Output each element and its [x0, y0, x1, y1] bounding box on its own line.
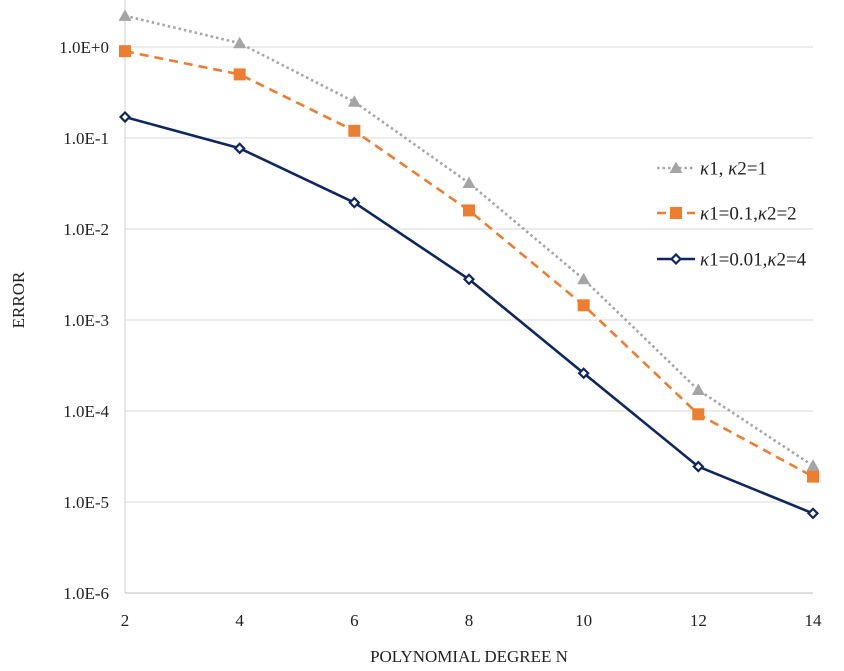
x-tick-labels: 2 4 6 8 10 12 14: [121, 611, 822, 630]
legend-marker: [669, 161, 683, 173]
legend-label: κ1=0.1,κ2=2: [700, 204, 797, 225]
x-tick-label: 12: [690, 611, 707, 630]
legend-label: κ1, κ2=1: [700, 159, 767, 180]
data-point: [806, 459, 820, 471]
x-tick-label: 10: [575, 611, 592, 630]
x-tick-label: 4: [235, 611, 244, 630]
data-point: [348, 196, 361, 209]
y-tick-label: 1.0E-4: [63, 402, 109, 421]
data-point: [692, 408, 705, 421]
x-axis-title: POLYNOMIAL DEGREE N: [370, 647, 568, 666]
series-1: [118, 9, 820, 471]
data-point: [118, 110, 132, 124]
legend-marker: [670, 207, 682, 219]
legend-item: κ1=0.01,κ2=4: [657, 250, 807, 271]
y-tick-labels: 1.0E-6 1.0E-5 1.0E-4 1.0E-3 1.0E-2 1.0E-1 1.0E…: [59, 38, 109, 603]
x-tick-label: 6: [350, 611, 359, 630]
data-point: [462, 273, 476, 286]
y-tick-label: 1.0E-3: [63, 311, 109, 330]
data-point: [348, 124, 361, 137]
data-point: [233, 36, 247, 49]
series-2: [119, 45, 819, 483]
y-axis-title: ERROR: [9, 271, 28, 328]
x-tick-label: 14: [805, 611, 823, 630]
data-point: [233, 68, 246, 81]
data-point: [347, 95, 361, 107]
y-tick-label: 1.0E-2: [63, 220, 109, 239]
data-point: [577, 299, 590, 312]
data-point: [807, 470, 819, 483]
data-point: [462, 176, 476, 189]
data-point: [692, 460, 705, 473]
data-point: [233, 142, 246, 155]
legend-item: κ1, κ2=1: [657, 159, 767, 180]
data-point: [577, 272, 591, 285]
data-point: [118, 9, 132, 21]
series-layer: [118, 9, 820, 520]
y-tick-label: 1.0E-5: [63, 493, 109, 512]
data-point: [463, 204, 475, 217]
y-tick-label: 1.0E-1: [63, 129, 109, 148]
data-point: [806, 507, 820, 520]
data-point: [119, 45, 131, 58]
legend-item: κ1=0.1,κ2=2: [657, 204, 797, 225]
data-point: [577, 367, 590, 380]
series-3: [118, 110, 820, 520]
legend-label: κ1=0.01,κ2=4: [700, 250, 807, 271]
legend-marker: [669, 252, 683, 266]
x-tick-label: 8: [465, 611, 474, 630]
x-tick-label: 2: [121, 611, 130, 630]
series-line: [124, 14, 814, 467]
data-point: [691, 383, 705, 396]
legend: κ1, κ2=1 κ1=0.1,κ2=2 κ1=0.01,κ2=4: [657, 159, 807, 271]
y-tick-label: 1.0E+0: [59, 38, 109, 57]
y-tick-label: 1.0E-6: [63, 584, 109, 603]
